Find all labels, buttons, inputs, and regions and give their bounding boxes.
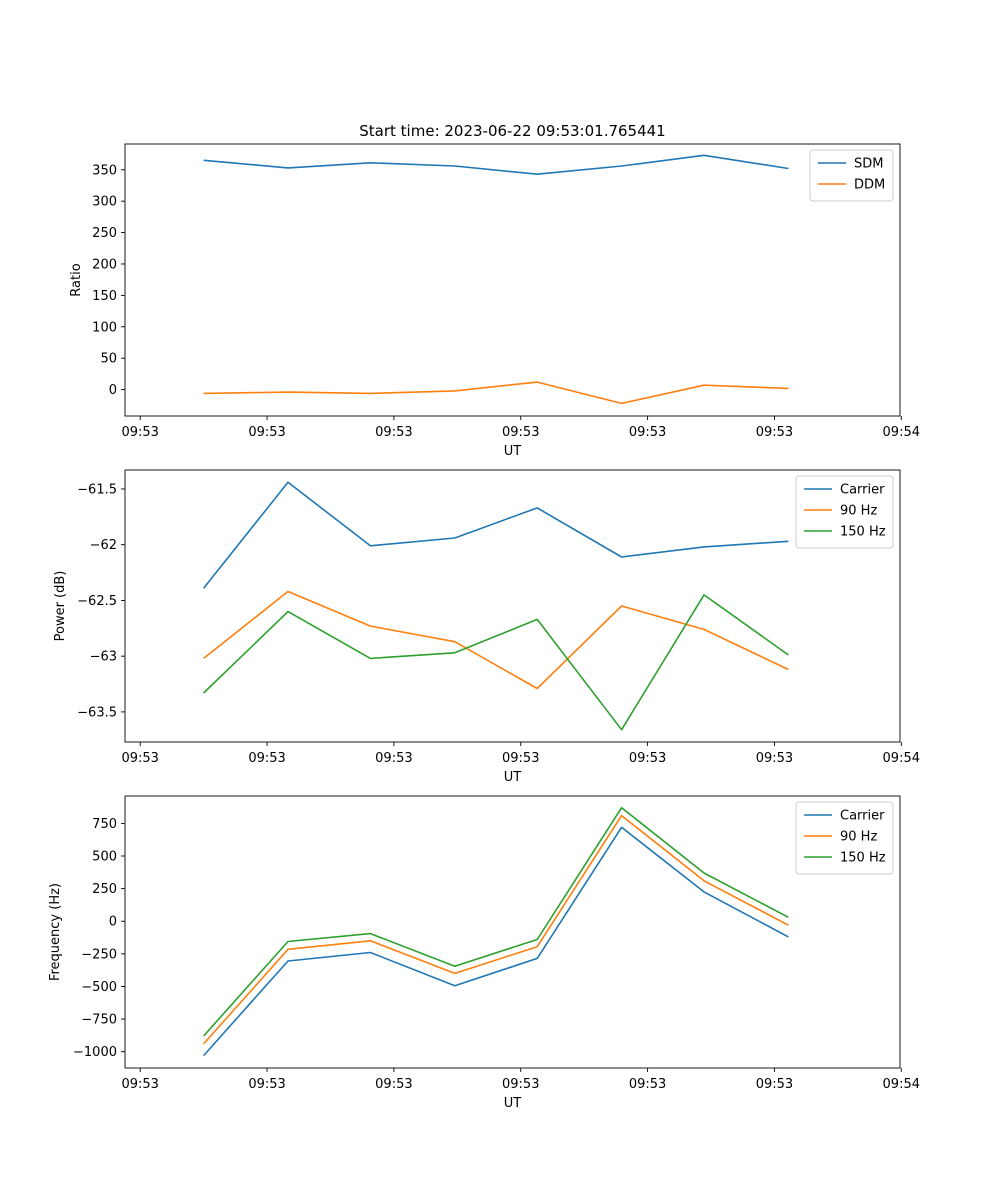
legend-label: SDM bbox=[854, 157, 883, 172]
y-axis-label: Ratio bbox=[69, 263, 84, 296]
x-tick-label: 09:53 bbox=[375, 1077, 412, 1092]
y-tick-label: 200 bbox=[92, 257, 117, 272]
series-line-3-1 bbox=[203, 826, 789, 1057]
x-tick-label: 09:53 bbox=[502, 1077, 539, 1092]
x-tick-label: 09:54 bbox=[883, 751, 920, 766]
y-tick-label: 500 bbox=[92, 850, 117, 865]
legend-box bbox=[795, 475, 894, 549]
series-line-2-2 bbox=[203, 590, 789, 690]
x-tick-label: 09:53 bbox=[248, 1077, 285, 1092]
plot-frame bbox=[124, 795, 901, 1069]
x-axis-label: UT bbox=[504, 770, 522, 785]
y-axis-label: Power (dB) bbox=[53, 571, 68, 642]
series-line-1-2 bbox=[203, 381, 789, 405]
x-tick-label: 09:53 bbox=[121, 425, 158, 440]
legend: SDM DDM bbox=[809, 149, 894, 202]
legend: Carrier 90 Hz 150 Hz bbox=[795, 475, 894, 549]
y-tick-label: 750 bbox=[92, 817, 117, 832]
x-tick-label: 09:53 bbox=[502, 425, 539, 440]
y-tick-label: 150 bbox=[92, 289, 117, 304]
y-tick-label: −1000 bbox=[73, 1045, 117, 1060]
y-tick-label: 250 bbox=[92, 226, 117, 241]
x-axis-label: UT bbox=[504, 444, 522, 459]
series-line-2-1 bbox=[202, 481, 789, 589]
y-tick-label: −63.5 bbox=[77, 705, 117, 720]
y-axis-label: Frequency (Hz) bbox=[48, 883, 63, 981]
legend-label: 150 Hz bbox=[840, 525, 886, 540]
series-line-1-1 bbox=[203, 154, 789, 175]
x-tick-label: 09:53 bbox=[756, 1077, 793, 1092]
legend: Carrier 90 Hz 150 Hz bbox=[795, 801, 894, 875]
x-tick-label: 09:54 bbox=[883, 425, 920, 440]
x-tick-label: 09:53 bbox=[756, 425, 793, 440]
x-tick-label: 09:53 bbox=[629, 751, 666, 766]
y-tick-label: 50 bbox=[100, 352, 117, 367]
y-tick-label: 100 bbox=[92, 320, 117, 335]
chart-3: 09:53 09:53 09:53 09:53 09:53 09:53 09:54 −1000… bbox=[48, 795, 920, 1111]
x-tick-label: 09:53 bbox=[629, 425, 666, 440]
series-line-3-3 bbox=[203, 806, 789, 1037]
charts: 09:53 09:53 09:53 09:53 09:53 09:53 09:54 0 50 10… bbox=[48, 143, 920, 1111]
legend-label: DDM bbox=[854, 178, 885, 193]
x-tick-label: 09:54 bbox=[883, 1077, 920, 1092]
x-tick-label: 09:53 bbox=[629, 1077, 666, 1092]
chart-2: 09:53 09:53 09:53 09:53 09:53 09:53 09:54 −63.5… bbox=[53, 469, 920, 785]
y-tick-label: −250 bbox=[81, 947, 117, 962]
plot-frame bbox=[124, 143, 901, 417]
legend-label: 90 Hz bbox=[840, 830, 877, 845]
series-line-2-3 bbox=[203, 594, 789, 731]
plot-frame bbox=[124, 469, 901, 743]
x-tick-label: 09:53 bbox=[248, 425, 285, 440]
legend-label: 90 Hz bbox=[840, 504, 877, 519]
legend-label: 150 Hz bbox=[840, 851, 886, 866]
legend-label: Carrier bbox=[840, 483, 885, 498]
y-tick-label: −750 bbox=[81, 1013, 117, 1028]
series-line-3-2 bbox=[203, 814, 789, 1045]
y-tick-label: −61.5 bbox=[77, 482, 117, 497]
figure-title: Start time: 2023-06-22 09:53:01.765441 bbox=[359, 122, 665, 140]
y-tick-label: 0 bbox=[109, 915, 117, 930]
legend-box bbox=[795, 801, 894, 875]
y-tick-label: −62.5 bbox=[77, 594, 117, 609]
y-tick-label: −500 bbox=[81, 980, 117, 995]
legend-label: Carrier bbox=[840, 809, 885, 824]
y-tick-label: 300 bbox=[92, 195, 117, 210]
x-tick-label: 09:53 bbox=[756, 751, 793, 766]
y-tick-label: −62 bbox=[90, 538, 117, 553]
chart-1: 09:53 09:53 09:53 09:53 09:53 09:53 09:54 0 50 10… bbox=[69, 143, 920, 459]
x-tick-label: 09:53 bbox=[502, 751, 539, 766]
y-tick-label: 250 bbox=[92, 882, 117, 897]
x-tick-label: 09:53 bbox=[375, 751, 412, 766]
x-tick-label: 09:53 bbox=[248, 751, 285, 766]
y-tick-label: 350 bbox=[92, 163, 117, 178]
y-tick-label: −63 bbox=[90, 650, 117, 665]
y-tick-label: 0 bbox=[109, 383, 117, 398]
x-tick-label: 09:53 bbox=[121, 1077, 158, 1092]
x-axis-label: UT bbox=[504, 1096, 522, 1111]
x-tick-label: 09:53 bbox=[375, 425, 412, 440]
x-tick-label: 09:53 bbox=[121, 751, 158, 766]
